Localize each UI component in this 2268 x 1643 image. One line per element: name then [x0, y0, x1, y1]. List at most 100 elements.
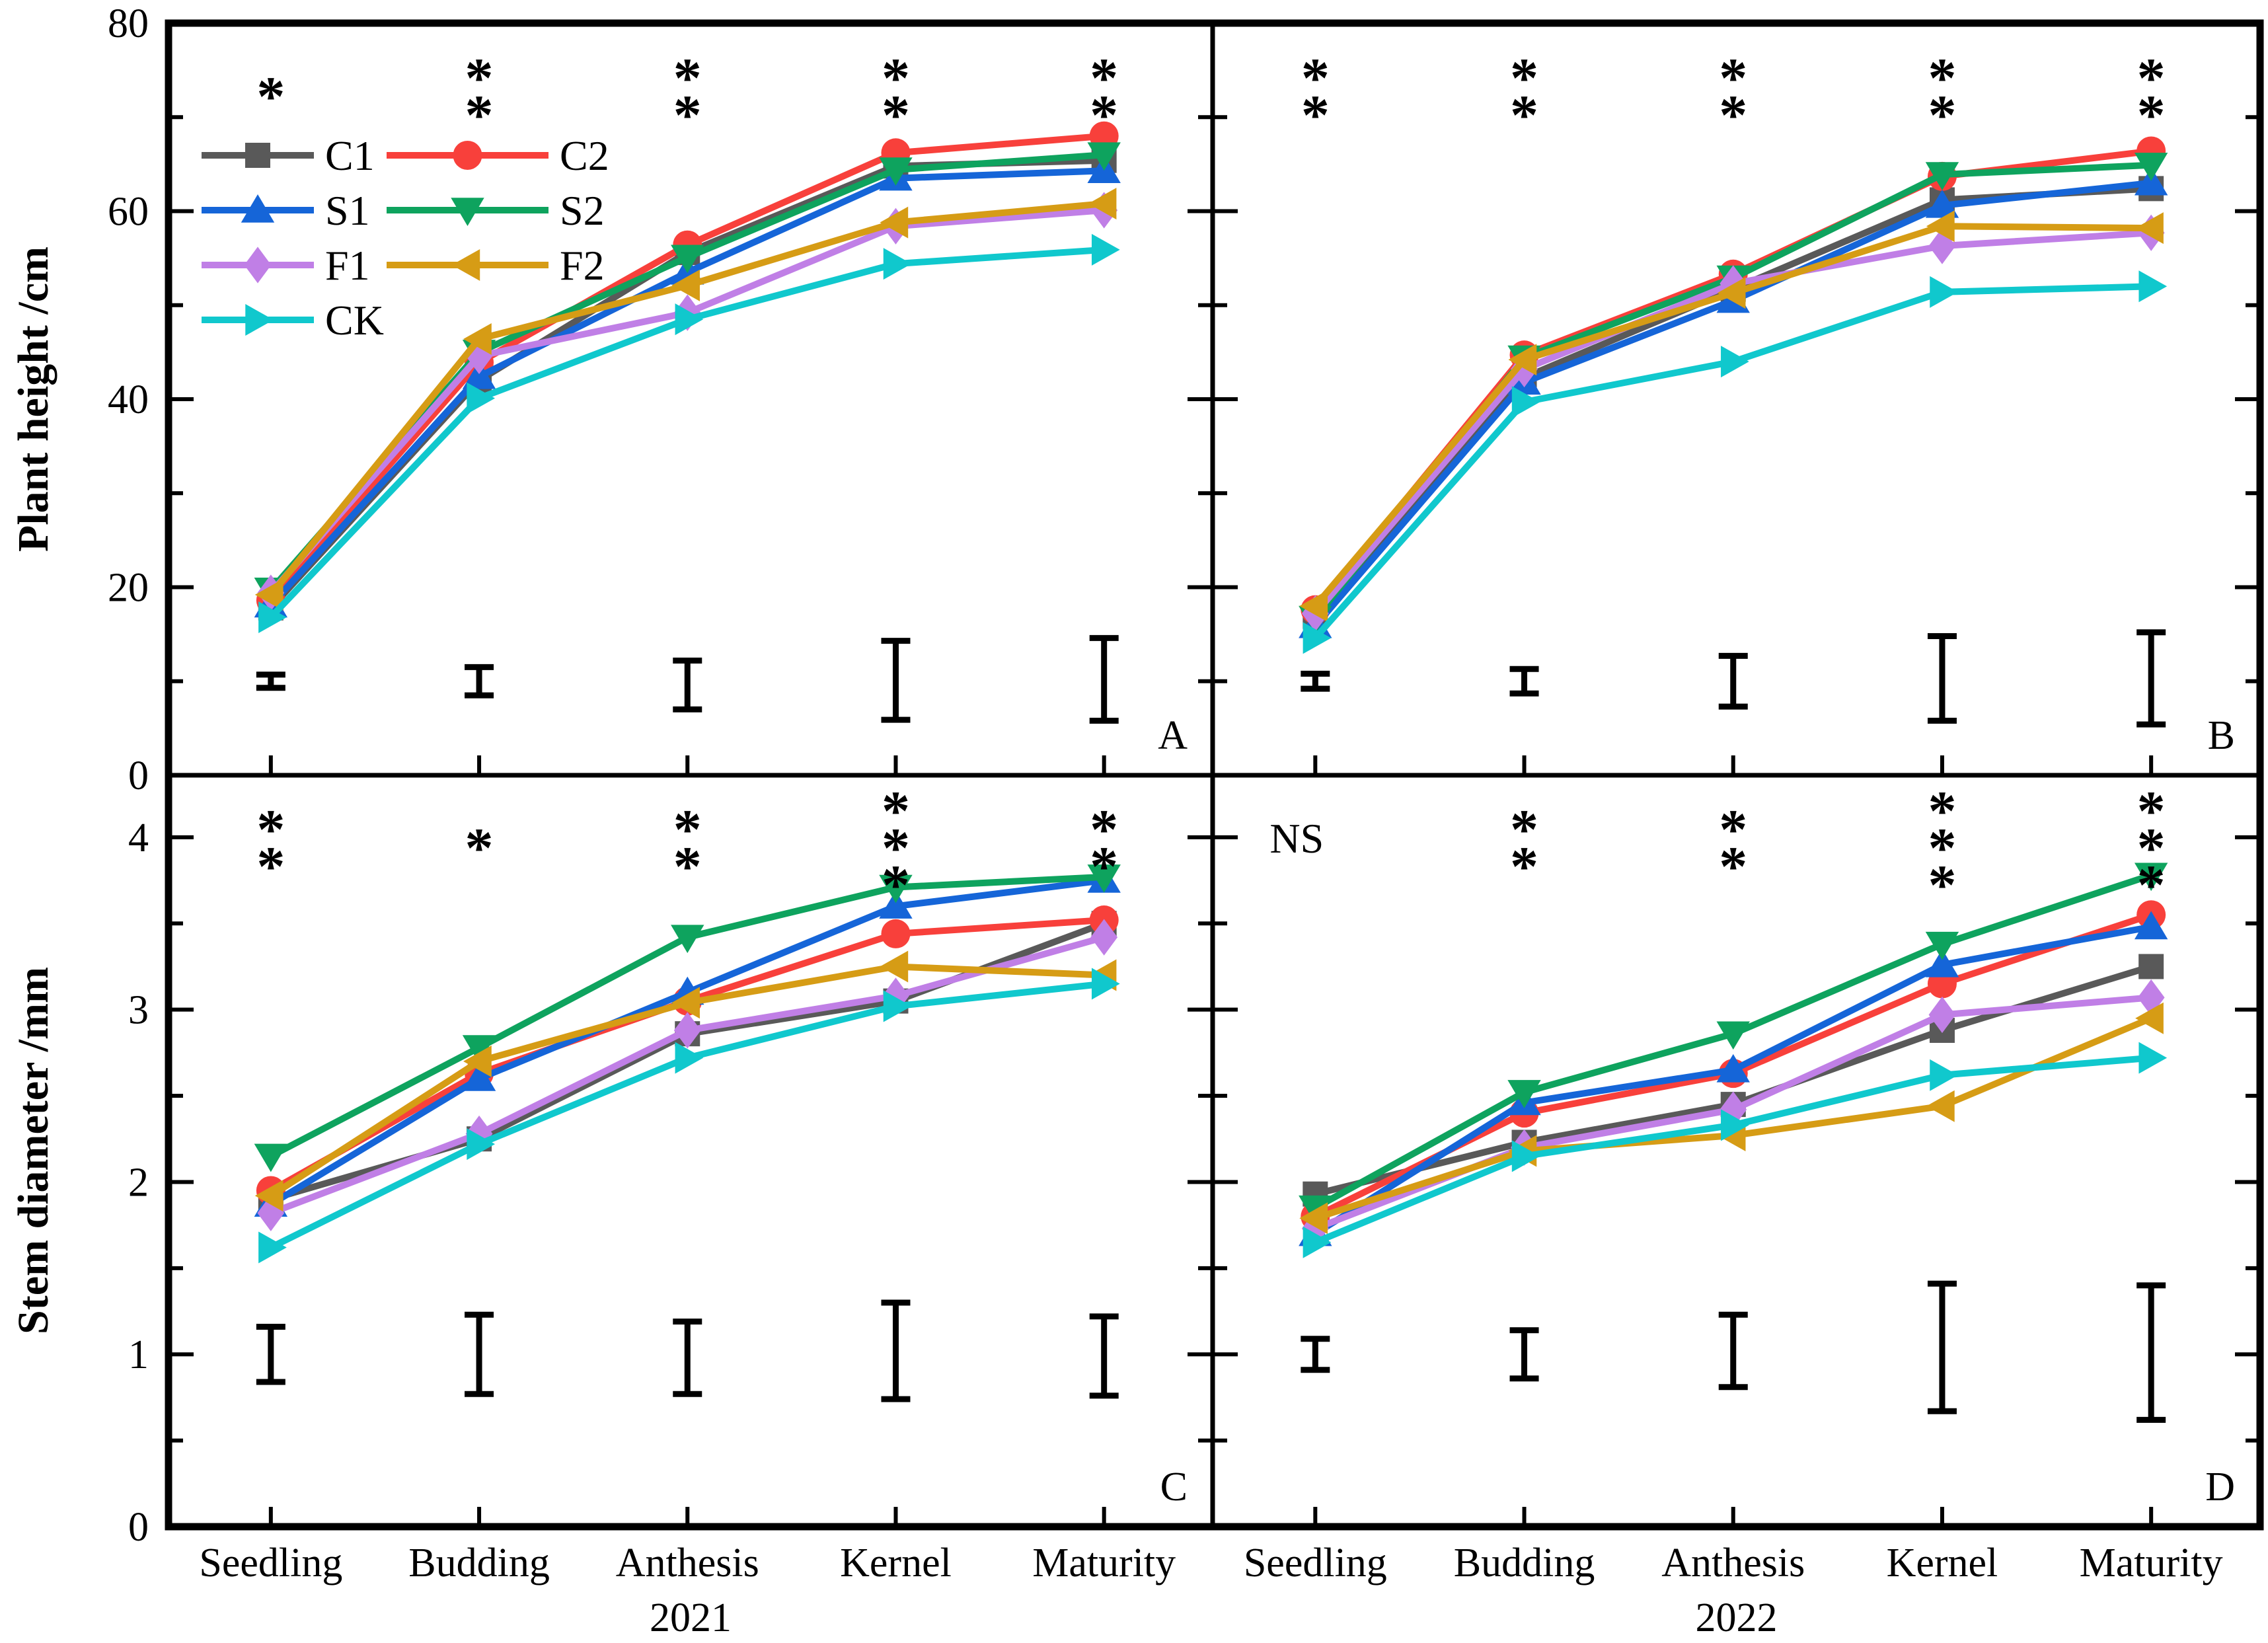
series-marker-F1	[1090, 919, 1118, 956]
series-marker-S2	[671, 925, 704, 954]
significance-star: *	[882, 46, 910, 110]
significance-star: *	[2137, 46, 2166, 110]
significance-star: *	[1928, 816, 1956, 880]
significance-star: *	[465, 83, 494, 147]
series-marker-S2	[671, 245, 704, 274]
series-marker-S1	[462, 360, 496, 389]
x-category-label: Kernel	[1887, 1541, 1998, 1586]
significance-star: *	[1510, 798, 1538, 861]
year-label-right: 2022	[1696, 1595, 1778, 1640]
y-tick-label-top: 40	[108, 377, 149, 422]
series-marker-F2	[463, 323, 492, 355]
series-marker-F2	[1299, 590, 1328, 622]
y-axis-title-top: Plant height /cm	[9, 247, 57, 552]
x-category-label: Anthesis	[1661, 1541, 1805, 1586]
series-marker-S1	[1925, 948, 1959, 977]
significance-star: *	[882, 853, 910, 917]
legend-marker-F2	[451, 249, 480, 281]
significance-star: *	[2137, 853, 2166, 917]
y-tick-label-top: 20	[108, 566, 149, 611]
x-category-label: Maturity	[1032, 1541, 1176, 1586]
significance-star: *	[882, 779, 910, 843]
significance-star: *	[1510, 83, 1538, 147]
panel-letter-C: C	[1160, 1465, 1188, 1509]
series-marker-CK	[1091, 968, 1120, 1000]
series-marker-S1	[462, 1062, 496, 1091]
series-marker-F1	[673, 1012, 701, 1049]
significance-star: *	[1090, 835, 1118, 898]
significance-star: *	[882, 816, 910, 880]
y-tick-label-bottom: 1	[128, 1332, 149, 1377]
series-marker-F1	[1720, 1091, 1747, 1128]
series-marker-CK	[2138, 270, 2168, 303]
y-tick-label-bottom: 0	[128, 1505, 149, 1550]
series-marker-F2	[671, 987, 700, 1019]
series-marker-F2	[1088, 188, 1117, 220]
x-category-label: Anthesis	[616, 1541, 759, 1586]
series-line-C2	[1312, 147, 2152, 612]
series-marker-CK	[467, 1128, 496, 1161]
series-marker-S2	[254, 1143, 288, 1172]
legend-label-S2: S2	[560, 187, 605, 234]
series-marker-S2	[462, 1035, 496, 1064]
series-marker-F2	[880, 950, 909, 983]
series-marker-S2	[1925, 162, 1959, 191]
y-tick-label-top: 60	[108, 190, 149, 235]
series-marker-CK	[1721, 346, 1749, 378]
significance-star: *	[1090, 83, 1118, 147]
series-marker-S1	[879, 890, 913, 919]
legend-marker-S1	[241, 194, 275, 223]
series-line-S1	[1312, 179, 2152, 629]
legend-marker-F1	[244, 247, 272, 284]
series-marker-F1	[2137, 979, 2165, 1016]
series-marker-CK	[258, 601, 287, 634]
series-line-C2	[268, 132, 1105, 603]
x-category-label: Maturity	[2080, 1541, 2223, 1586]
series-marker-CK	[1511, 386, 1540, 418]
series-marker-S1	[1925, 189, 1959, 218]
series-marker-C2	[881, 919, 911, 948]
panel-letter-D: D	[2205, 1465, 2235, 1509]
series-marker-S2	[2134, 153, 2168, 181]
series-marker-F2	[1299, 1202, 1328, 1235]
significance-star: *	[673, 83, 702, 147]
significance-star: *	[1719, 798, 1747, 861]
y-tick-label-bottom: 4	[128, 816, 149, 860]
series-marker-F2	[254, 1180, 284, 1212]
series-marker-S2	[1507, 1080, 1541, 1108]
significance-star: *	[2137, 83, 2166, 147]
x-category-label: Kernel	[840, 1541, 952, 1586]
series-marker-S1	[2134, 167, 2168, 196]
series-marker-F2	[463, 1045, 492, 1077]
series-marker-F2	[2135, 1002, 2164, 1034]
legend-marker-S2	[451, 198, 484, 226]
series-marker-CK	[675, 1042, 704, 1074]
series-marker-S2	[1087, 142, 1121, 171]
significance-star: *	[1090, 798, 1118, 861]
significance-ns: NS	[1269, 815, 1324, 862]
panel-letter-A: A	[1158, 713, 1188, 758]
series-marker-CK	[883, 248, 912, 280]
series-marker-F1	[1928, 996, 1956, 1034]
series-marker-S2	[2134, 862, 2168, 892]
significance-star: *	[1928, 779, 1956, 843]
series-marker-F2	[880, 206, 909, 239]
series-marker-S2	[1925, 931, 1959, 960]
series-marker-F1	[1720, 265, 1747, 302]
figure-border	[165, 19, 2264, 1531]
legend-label-C1: C1	[325, 132, 375, 179]
series-line-C1	[268, 157, 1104, 611]
significance-star: *	[1719, 835, 1747, 898]
significance-star: *	[673, 835, 702, 898]
series-marker-S2	[879, 157, 913, 186]
x-category-label: Seedling	[199, 1541, 342, 1586]
series-marker-S2	[1087, 864, 1121, 893]
series-marker-S2	[1716, 1021, 1750, 1050]
series-marker-F2	[254, 578, 284, 611]
year-label-left: 2021	[650, 1595, 732, 1640]
series-marker-CK	[1091, 233, 1120, 266]
significance-star: *	[1928, 46, 1956, 110]
significance-star: *	[465, 816, 494, 880]
